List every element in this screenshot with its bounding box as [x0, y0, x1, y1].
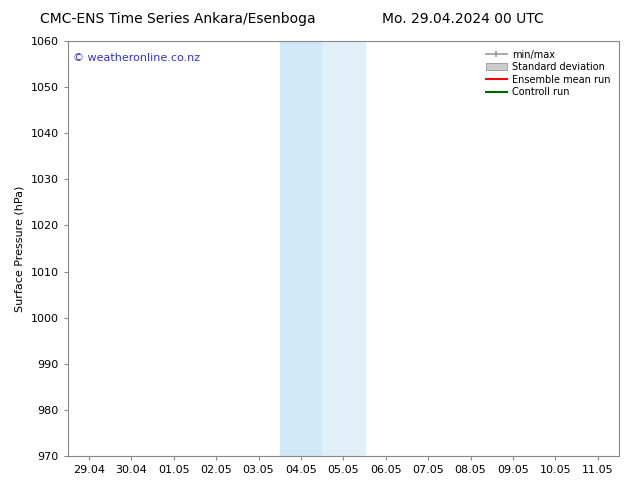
- Y-axis label: Surface Pressure (hPa): Surface Pressure (hPa): [15, 185, 25, 312]
- Legend: min/max, Standard deviation, Ensemble mean run, Controll run: min/max, Standard deviation, Ensemble me…: [482, 46, 614, 101]
- Text: CMC-ENS Time Series Ankara/Esenboga: CMC-ENS Time Series Ankara/Esenboga: [40, 12, 315, 26]
- Bar: [322, 41, 365, 456]
- Bar: [280, 41, 322, 456]
- Text: Mo. 29.04.2024 00 UTC: Mo. 29.04.2024 00 UTC: [382, 12, 544, 26]
- Text: © weatheronline.co.nz: © weatheronline.co.nz: [73, 53, 200, 64]
